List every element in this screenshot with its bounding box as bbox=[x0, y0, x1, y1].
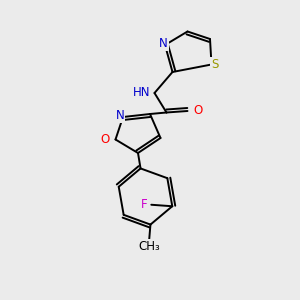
Text: CH₃: CH₃ bbox=[138, 240, 160, 253]
Text: S: S bbox=[212, 58, 219, 71]
Text: N: N bbox=[116, 109, 124, 122]
Text: N: N bbox=[159, 37, 168, 50]
Text: F: F bbox=[141, 198, 148, 211]
Text: HN: HN bbox=[133, 86, 150, 100]
Text: O: O bbox=[101, 133, 110, 146]
Text: O: O bbox=[193, 104, 202, 118]
